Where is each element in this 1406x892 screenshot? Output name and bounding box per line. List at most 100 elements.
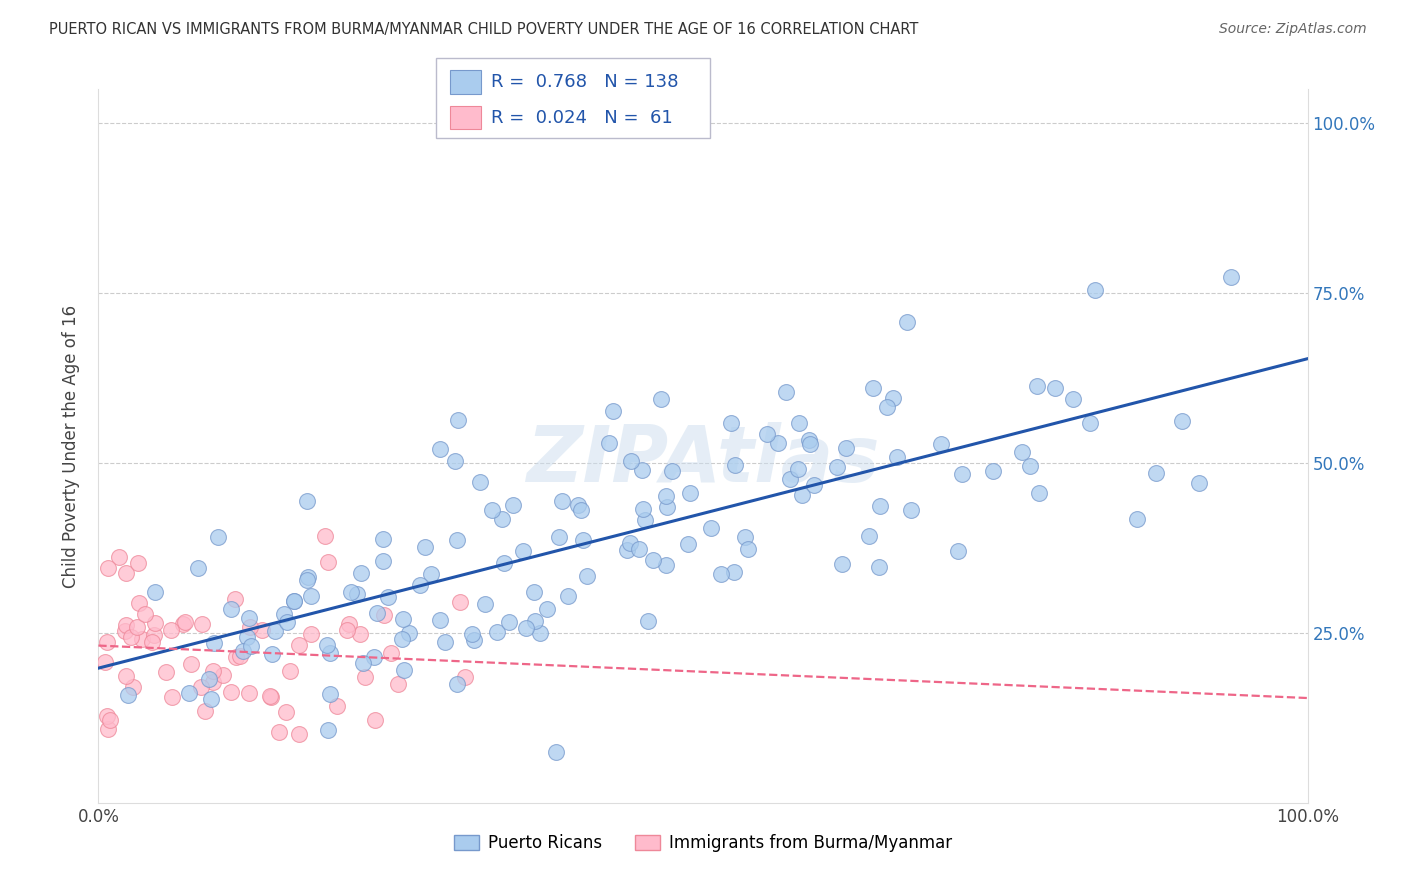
Point <box>276 615 298 630</box>
Point <box>461 626 484 640</box>
Point <box>128 596 150 610</box>
Point <box>180 657 202 671</box>
Point <box>446 412 468 426</box>
Text: R =  0.024   N =  61: R = 0.024 N = 61 <box>491 109 672 127</box>
Point <box>325 698 347 713</box>
Point <box>787 416 810 430</box>
Point <box>219 602 242 616</box>
Point <box>536 602 558 616</box>
Point <box>620 454 643 468</box>
Point <box>786 462 808 476</box>
Point <box>474 597 496 611</box>
Point <box>429 613 451 627</box>
Point <box>676 537 699 551</box>
Point <box>803 478 825 492</box>
Point <box>446 677 468 691</box>
Point <box>481 503 503 517</box>
Point <box>827 460 849 475</box>
Point <box>287 726 309 740</box>
Point <box>655 558 678 573</box>
Point <box>340 585 363 599</box>
Point <box>862 381 884 395</box>
Point <box>207 530 229 544</box>
Point <box>260 690 283 704</box>
Point <box>274 705 297 719</box>
Point <box>391 632 413 646</box>
Point <box>131 632 153 646</box>
Point <box>259 689 281 703</box>
Point <box>127 620 149 634</box>
Point <box>97 561 120 575</box>
Point <box>392 664 415 678</box>
Point <box>523 585 546 599</box>
Point <box>273 607 295 621</box>
Point <box>551 494 574 508</box>
Point <box>283 594 305 608</box>
Point <box>792 488 814 502</box>
Point <box>886 450 908 464</box>
Point <box>1011 445 1033 459</box>
Point <box>797 433 820 447</box>
Point <box>250 623 273 637</box>
Point <box>657 500 679 514</box>
Point <box>352 656 374 670</box>
Point <box>114 618 136 632</box>
Point <box>569 503 592 517</box>
Point <box>335 624 357 638</box>
Point <box>1028 486 1050 500</box>
Point <box>225 650 247 665</box>
Point <box>650 392 672 407</box>
Point <box>720 416 742 430</box>
Point <box>661 464 683 478</box>
Point <box>929 437 952 451</box>
Point <box>634 513 657 527</box>
Point <box>155 665 177 679</box>
Point <box>134 607 156 621</box>
Point <box>114 669 136 683</box>
Point <box>96 709 118 723</box>
Point <box>775 384 797 399</box>
Point <box>238 611 260 625</box>
Point <box>557 589 579 603</box>
Point <box>1171 414 1194 428</box>
Point <box>160 623 183 637</box>
Point <box>643 553 665 567</box>
Point <box>191 616 214 631</box>
Point <box>443 453 465 467</box>
Text: Source: ZipAtlas.com: Source: ZipAtlas.com <box>1219 22 1367 37</box>
Point <box>882 391 904 405</box>
Point <box>631 463 654 477</box>
Point <box>1188 475 1211 490</box>
Point <box>734 530 756 544</box>
Point <box>869 499 891 513</box>
Point <box>1080 416 1102 430</box>
Point <box>235 630 257 644</box>
Point <box>240 639 263 653</box>
Point <box>107 550 129 565</box>
Point <box>260 647 283 661</box>
Point <box>143 615 166 630</box>
Point <box>98 714 121 728</box>
Text: PUERTO RICAN VS IMMIGRANTS FROM BURMA/MYANMAR CHILD POVERTY UNDER THE AGE OF 16 : PUERTO RICAN VS IMMIGRANTS FROM BURMA/MY… <box>49 22 918 37</box>
Point <box>868 560 890 574</box>
Point <box>876 400 898 414</box>
Point <box>299 589 322 603</box>
Point <box>515 621 537 635</box>
Point <box>655 489 678 503</box>
Point <box>239 619 262 633</box>
Point <box>299 627 322 641</box>
Point <box>295 494 318 508</box>
Point <box>454 670 477 684</box>
Point <box>572 533 595 547</box>
Point <box>710 566 733 581</box>
Point <box>1144 466 1167 480</box>
Point <box>319 646 342 660</box>
Text: ZIPAtlas: ZIPAtlas <box>526 422 880 499</box>
Point <box>295 573 318 587</box>
Point <box>831 557 853 571</box>
Point <box>544 745 567 759</box>
Point <box>160 690 183 704</box>
Point <box>529 625 551 640</box>
Point <box>486 624 509 639</box>
Point <box>114 624 136 638</box>
